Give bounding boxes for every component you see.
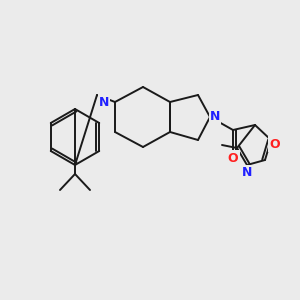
- Text: N: N: [99, 95, 109, 109]
- Text: N: N: [242, 167, 252, 179]
- Text: O: O: [270, 137, 280, 151]
- Text: N: N: [210, 110, 220, 124]
- Text: O: O: [228, 152, 238, 164]
